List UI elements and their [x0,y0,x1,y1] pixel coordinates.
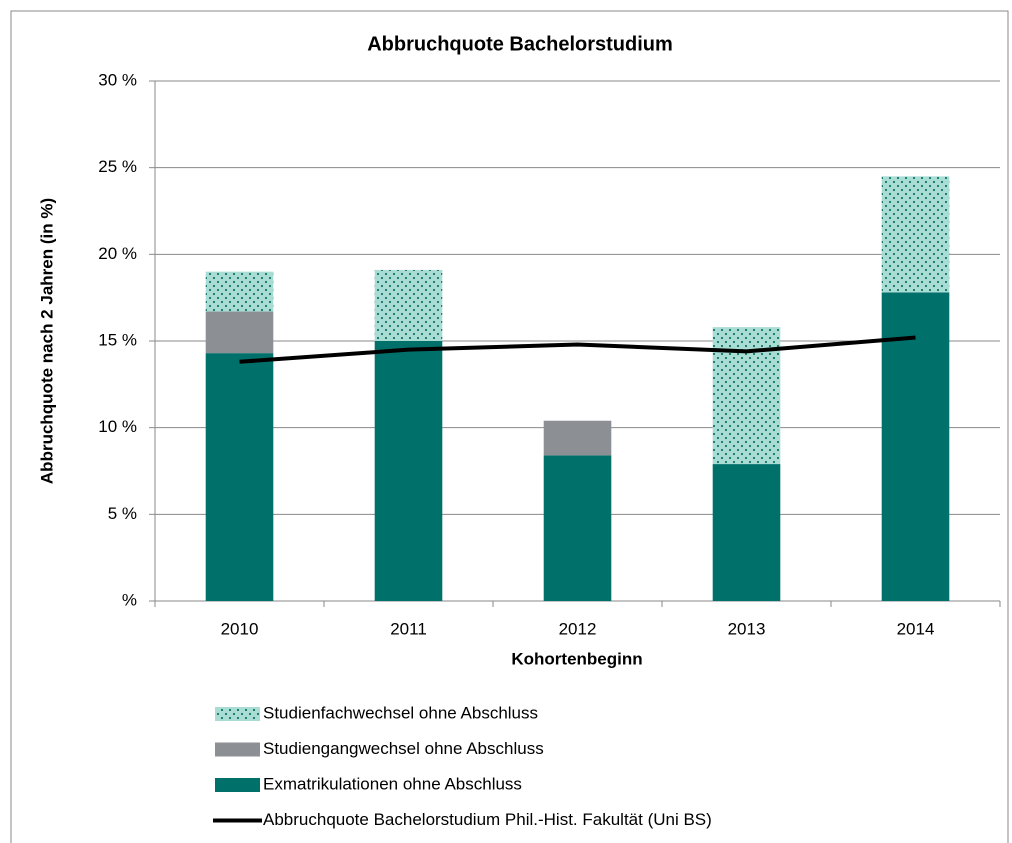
bar-segment [205,271,274,312]
x-tick-label: 2012 [559,619,597,638]
legend-swatch [215,742,260,757]
legend-swatch [215,707,260,721]
bar-segment [205,311,274,354]
y-tick-label: % [122,590,137,609]
y-tick-label: 30 % [98,70,137,89]
legend-label: Abbruchquote Bachelorstudium Phil.-Hist.… [263,810,712,829]
legend-label: Studiengangwechsel ohne Abschluss [263,739,544,758]
bar-segment [374,341,443,601]
x-tick-label: 2010 [221,619,259,638]
x-axis-title: Kohortenbeginn [511,649,642,668]
bar-segment [543,455,612,601]
y-tick-label: 15 % [98,330,137,349]
legend-label: Studienfachwechsel ohne Abschluss [263,703,538,722]
y-tick-label: 5 % [108,504,137,523]
x-tick-label: 2014 [897,619,935,638]
bar-segment [543,420,612,456]
legend-swatch [215,778,260,792]
bar-segment [881,176,950,293]
y-tick-label: 20 % [98,244,137,263]
bar-segment [205,353,274,601]
chart-frame [10,10,1009,843]
x-tick-label: 2013 [728,619,766,638]
y-axis-title: Abbruchquote nach 2 Jahren (in %) [37,198,56,484]
bar-segment [374,269,443,341]
y-tick-label: 25 % [98,157,137,176]
chart-title: Abbruchquote Bachelorstudium [367,33,673,55]
x-tick-label: 2011 [390,619,427,638]
bar-segment [712,464,781,601]
line [239,335,916,364]
bar-segment [881,292,950,601]
legend-label: Exmatrikulationen ohne Abschluss [263,774,522,793]
y-tick-label: 10 % [98,417,137,436]
